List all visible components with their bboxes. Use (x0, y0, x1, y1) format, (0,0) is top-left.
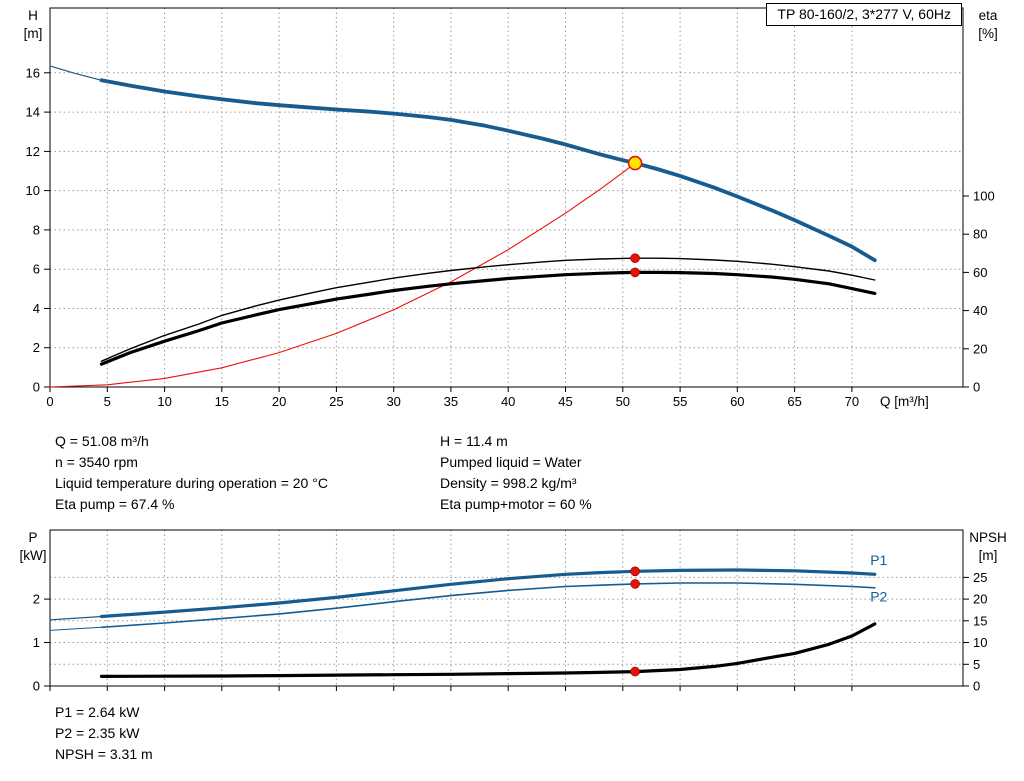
y-left-tick-label: 16 (26, 65, 40, 80)
y-right-tick-label: 20 (973, 592, 987, 607)
y-right-axis-label: eta (979, 8, 998, 23)
x-tick-label: 35 (444, 394, 458, 409)
info-line-npsh: NPSH = 3.31 m (55, 746, 153, 762)
info-line-liquid-temp: Liquid temperature during operation = 20… (55, 475, 328, 491)
y-left-axis-label: P (28, 530, 37, 545)
y-right-tick-label: 100 (973, 189, 995, 204)
x-tick-label: 40 (501, 394, 515, 409)
x-tick-label: 55 (673, 394, 687, 409)
x-tick-label: 0 (46, 394, 53, 409)
info-line-q: Q = 51.08 m³/h (55, 433, 149, 449)
y-left-tick-label: 12 (26, 144, 40, 159)
y-left-tick-label: 14 (26, 105, 40, 120)
y-left-tick-label: 0 (33, 380, 40, 395)
power-data-block: P1 = 2.64 kW P2 = 2.35 kW NPSH = 3.31 m (55, 702, 153, 765)
y-left-tick-label: 4 (33, 301, 40, 316)
y-left-axis-label: [m] (24, 26, 43, 41)
series-label-p1: P1 (870, 552, 887, 568)
info-line-eta-pump: Eta pump = 67.4 % (55, 496, 175, 512)
y-left-tick-label: 0 (33, 679, 40, 694)
series-label-p2: P2 (870, 588, 887, 604)
operating-point-dot (630, 267, 640, 278)
y-right-tick-label: 20 (973, 341, 987, 356)
info-line-h: H = 11.4 m (440, 433, 508, 449)
curve-p1 (99, 568, 877, 619)
x-tick-label: 65 (787, 394, 801, 409)
operating-point-dot (630, 253, 640, 264)
info-line-n: n = 3540 rpm (55, 454, 138, 470)
y-right-tick-label: 60 (973, 265, 987, 280)
operating-point-dot (630, 566, 640, 577)
curve-npsh (99, 622, 877, 678)
x-tick-label: 50 (616, 394, 630, 409)
plot-frame (49, 7, 964, 388)
curve-p2-min-flow (49, 626, 102, 631)
curve-p1-min-flow (49, 615, 103, 621)
y-left-tick-label: 10 (26, 183, 40, 198)
y-right-tick-label: 10 (973, 635, 987, 650)
x-tick-label: 20 (272, 394, 286, 409)
x-tick-label: 45 (558, 394, 572, 409)
y-right-tick-label: 0 (973, 380, 980, 395)
x-tick-label: 25 (329, 394, 343, 409)
y-right-tick-label: 40 (973, 303, 987, 318)
y-right-tick-label: 5 (973, 657, 980, 672)
y-right-tick-label: 25 (973, 570, 987, 585)
info-line-p1: P1 = 2.64 kW (55, 704, 140, 720)
y-right-axis-label: NPSH (969, 530, 1007, 545)
curve-eta-pump-motor (99, 270, 877, 366)
y-right-axis-label: [%] (978, 26, 998, 41)
duty-point-marker (627, 155, 643, 171)
operating-data-left: Q = 51.08 m³/h n = 3540 rpm Liquid tempe… (55, 431, 328, 515)
curve-eta-pump (100, 257, 876, 362)
operating-point-dot (630, 666, 640, 677)
y-right-axis-label: [m] (979, 548, 998, 563)
y-left-tick-label: 1 (33, 635, 40, 650)
curve-p2 (100, 582, 876, 629)
y-right-tick-label: 80 (973, 227, 987, 242)
pump-type-label: TP 80-160/2, 3*277 V, 60Hz (766, 3, 962, 26)
y-right-tick-label: 0 (973, 679, 980, 694)
x-tick-label: 30 (386, 394, 400, 409)
x-tick-label: 15 (215, 394, 229, 409)
info-line-p2: P2 = 2.35 kW (55, 725, 140, 741)
curve-head-min-flow (49, 65, 103, 81)
y-left-tick-label: 2 (33, 340, 40, 355)
curve-head (99, 78, 877, 263)
y-right-tick-label: 15 (973, 613, 987, 628)
x-axis-label: Q [m³/h] (880, 394, 929, 409)
operating-data-right: H = 11.4 m Pumped liquid = Water Density… (440, 431, 592, 515)
x-tick-label: 70 (845, 394, 859, 409)
x-tick-label: 60 (730, 394, 744, 409)
info-line-pumped-liquid: Pumped liquid = Water (440, 454, 582, 470)
info-line-eta-pump-motor: Eta pump+motor = 60 % (440, 496, 592, 512)
y-left-tick-label: 6 (33, 262, 40, 277)
y-left-tick-label: 8 (33, 222, 40, 237)
operating-point-dot (630, 579, 640, 589)
x-tick-label: 10 (157, 394, 171, 409)
h-q-chart: 0 5 10 15 20 25 30 35 40 45 50 55 60 65 70 0 2 4 6 8 10 12 14 1… (24, 7, 998, 409)
y-left-axis-label: [kW] (20, 548, 47, 563)
plot-frame (49, 529, 964, 687)
x-tick-label: 5 (104, 394, 111, 409)
y-left-tick-label: 2 (33, 592, 40, 607)
curve-system-curve (49, 162, 636, 388)
info-line-density: Density = 998.2 kg/m³ (440, 475, 577, 491)
y-left-axis-label: H (28, 8, 38, 23)
